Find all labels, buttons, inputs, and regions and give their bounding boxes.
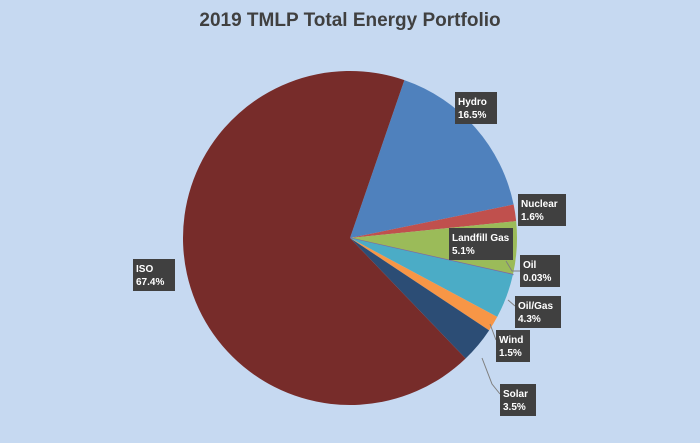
data-label-value-landfill-gas: 5.1%: [452, 246, 475, 257]
data-label-name-hydro: Hydro: [458, 97, 487, 108]
data-label-name-oil: Oil: [523, 260, 537, 271]
data-label-box-iso: [133, 259, 175, 291]
data-labels: Hydro 16.5% Nuclear 1.6% Landfill Gas 5.1% Oil…: [133, 92, 566, 416]
data-label-box-solar: [500, 384, 536, 416]
data-label-iso: ISO 67.4%: [133, 259, 175, 291]
slice-solar: [350, 238, 490, 359]
data-label-value-oil: 0.03%: [523, 273, 551, 284]
leader-line-oil-gas: [507, 299, 516, 307]
slice-oil-gas: [350, 238, 513, 317]
leader-lines: [481, 260, 520, 395]
leader-line-wind: [489, 323, 497, 341]
data-label-box-oil-gas: [515, 296, 561, 328]
data-label-nuclear: Nuclear 1.6%: [518, 194, 566, 226]
data-label-value-hydro: 16.5%: [458, 110, 486, 121]
data-label-oil: Oil 0.03%: [520, 255, 560, 287]
chart-title: 2019 TMLP Total Energy Portfolio: [199, 10, 501, 31]
data-label-value-oil-gas: 4.3%: [518, 314, 541, 325]
data-label-name-wind: Wind: [499, 335, 523, 346]
data-label-value-wind: 1.5%: [499, 348, 522, 359]
data-label-value-solar: 3.5%: [503, 402, 526, 413]
pie-slices: [182, 71, 518, 406]
data-label-box-wind: [496, 330, 530, 362]
slice-iso: [182, 71, 466, 406]
data-label-name-oil-gas: Oil/Gas: [518, 301, 553, 312]
leader-line-solar: [481, 357, 501, 395]
data-label-box-landfill-gas: [449, 228, 513, 260]
data-label-name-landfill-gas: Landfill Gas: [452, 233, 510, 244]
data-label-value-iso: 67.4%: [136, 277, 164, 288]
data-label-hydro: Hydro 16.5%: [455, 92, 497, 124]
data-label-name-nuclear: Nuclear: [521, 199, 558, 210]
data-label-box-hydro: [455, 92, 497, 124]
slice-nuclear: [350, 204, 517, 238]
data-label-oil-gas: Oil/Gas 4.3%: [515, 296, 561, 328]
data-label-name-iso: ISO: [136, 264, 153, 275]
data-label-value-nuclear: 1.6%: [521, 212, 544, 223]
slice-hydro: [350, 80, 514, 238]
data-label-wind: Wind 1.5%: [496, 330, 530, 362]
data-label-name-solar: Solar: [503, 389, 528, 400]
data-label-solar: Solar 3.5%: [500, 384, 536, 416]
slice-oil: [349, 237, 514, 276]
leader-line-oil: [505, 260, 520, 272]
data-label-landfill-gas: Landfill Gas 5.1%: [449, 228, 513, 260]
slice-wind: [350, 238, 498, 331]
data-label-box-nuclear: [518, 194, 566, 226]
data-label-box-oil: [520, 255, 560, 287]
